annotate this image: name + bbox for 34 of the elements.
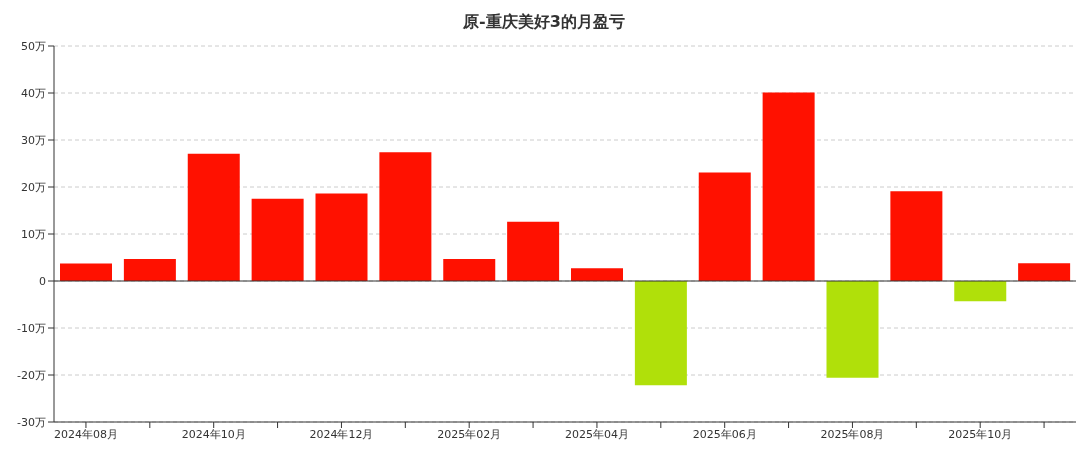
bar	[698, 172, 751, 281]
chart-title: 原-重庆美好3的月盈亏	[462, 11, 626, 33]
bar	[571, 268, 623, 281]
y-tick-label: 20万	[21, 180, 46, 194]
bar	[890, 191, 943, 281]
bar	[379, 152, 432, 281]
bar	[826, 281, 879, 378]
x-tick-label: 2025年02月	[437, 427, 502, 441]
x-tick-label: 2025年08月	[820, 427, 885, 441]
y-tick-label: -20万	[17, 368, 46, 382]
y-tick-label: 40万	[21, 86, 46, 100]
bar	[1018, 263, 1071, 281]
bar	[762, 92, 815, 281]
y-tick-label: 50万	[21, 39, 46, 53]
bar	[315, 193, 368, 281]
bar	[634, 281, 687, 386]
y-tick-label: -30万	[17, 415, 46, 429]
bar	[187, 153, 240, 281]
x-tick-label: 2024年10月	[181, 427, 246, 441]
bar	[507, 221, 560, 281]
x-tick-label: 2025年04月	[564, 427, 629, 441]
y-tick-label: -10万	[17, 321, 46, 335]
x-tick-label: 2025年06月	[692, 427, 757, 441]
y-tick-label: 30万	[21, 133, 46, 147]
bar	[123, 258, 176, 281]
bar	[251, 198, 304, 281]
x-tick-label: 2024年08月	[53, 427, 118, 441]
y-tick-label: 0	[39, 274, 46, 288]
y-tick-label: 10万	[21, 227, 46, 241]
bar	[60, 263, 112, 281]
x-tick-label: 2025年10月	[948, 427, 1013, 441]
bar	[443, 258, 496, 281]
bar	[954, 281, 1007, 302]
x-tick-label: 2024年12月	[309, 427, 374, 441]
